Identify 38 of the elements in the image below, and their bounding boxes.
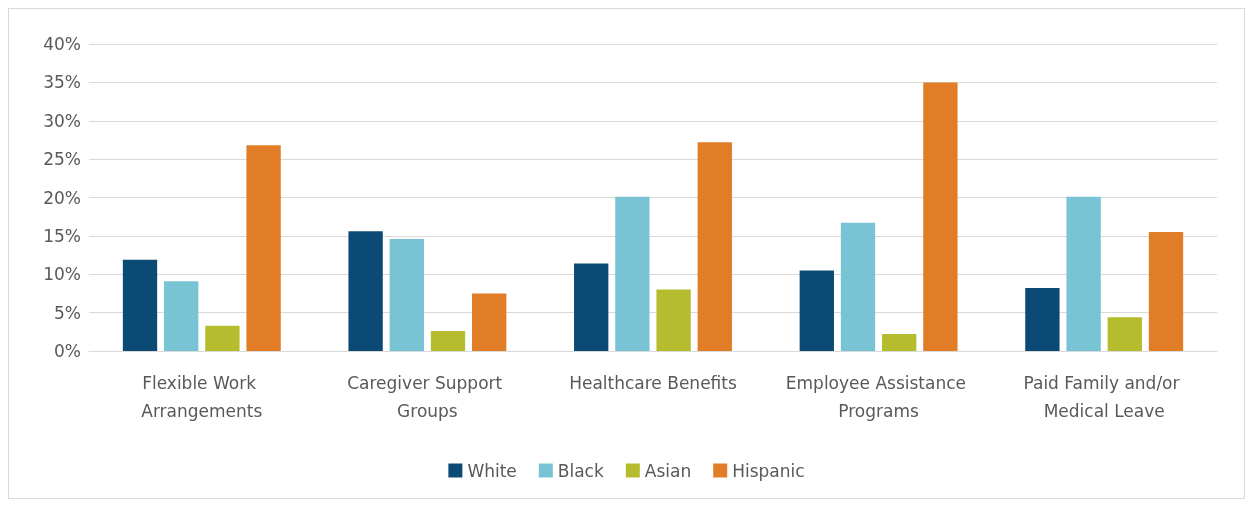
x-tick-label: Paid Family and/or Medical Leave	[1023, 373, 1185, 421]
y-tick-label: 40%	[43, 34, 81, 54]
bar	[1107, 317, 1142, 351]
bar	[430, 331, 466, 351]
y-tick-label: 5%	[54, 302, 81, 323]
legend-label: Hispanic	[732, 460, 805, 481]
bar	[574, 263, 609, 351]
bar	[656, 289, 691, 351]
bar	[615, 196, 650, 351]
x-tick-label: Employee Assistance Programs	[785, 373, 972, 421]
y-tick-label: 10%	[43, 264, 81, 285]
x-tick-label: Healthcare Benefits	[569, 373, 737, 393]
bar	[923, 82, 958, 351]
bar	[1025, 288, 1060, 351]
legend-label: Asian	[644, 460, 692, 481]
y-tick-label: 20%	[43, 187, 81, 208]
bar	[164, 281, 199, 351]
y-tick-label: 25%	[43, 149, 81, 170]
bar	[348, 231, 383, 351]
bar	[697, 142, 732, 351]
bar	[1148, 232, 1184, 351]
x-tick-label: Caregiver Support Groups	[347, 373, 508, 421]
y-tick-label: 30%	[43, 110, 81, 131]
bar	[1066, 196, 1101, 351]
bar	[205, 325, 240, 351]
bar	[882, 334, 917, 351]
y-tick-label: 0%	[54, 341, 81, 361]
x-tick-label: Flexible Work Arrangements	[141, 373, 263, 421]
bar	[122, 259, 158, 351]
legend-label: Black	[557, 460, 604, 481]
bar	[246, 145, 281, 351]
y-tick-label: 15%	[43, 225, 81, 246]
y-tick-label: 35%	[43, 72, 81, 93]
legend-label: White	[467, 460, 517, 481]
bar	[840, 222, 876, 351]
bar	[389, 238, 424, 351]
bar	[799, 270, 834, 351]
bar	[472, 293, 507, 351]
